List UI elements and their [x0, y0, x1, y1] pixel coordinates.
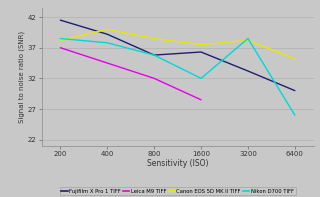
Canon EOS 5D MK II TIFF [199, 44, 203, 46]
Nikon D700 TIFF [152, 54, 156, 56]
Fujifilm X Pro 1 TIFF [59, 19, 62, 21]
Fujifilm X Pro 1 TIFF [246, 70, 250, 72]
Nikon D700 TIFF [246, 37, 250, 40]
Line: Leica M9 TIFF: Leica M9 TIFF [60, 48, 201, 100]
Nikon D700 TIFF [199, 77, 203, 80]
Fujifilm X Pro 1 TIFF [105, 33, 109, 35]
Fujifilm X Pro 1 TIFF [293, 89, 297, 92]
Y-axis label: Signal to noise ratio (SNR): Signal to noise ratio (SNR) [19, 31, 25, 123]
Canon EOS 5D MK II TIFF [59, 39, 62, 42]
Line: Nikon D700 TIFF: Nikon D700 TIFF [60, 39, 295, 115]
Nikon D700 TIFF [293, 114, 297, 116]
Legend: Fujifilm X Pro 1 TIFF, Leica M9 TIFF, Canon EOS 5D MK II TIFF, Nikon D700 TIFF: Fujifilm X Pro 1 TIFF, Leica M9 TIFF, Ca… [60, 187, 296, 195]
Leica M9 TIFF [152, 77, 156, 80]
Canon EOS 5D MK II TIFF [293, 58, 297, 60]
Leica M9 TIFF [59, 46, 62, 49]
Fujifilm X Pro 1 TIFF [152, 54, 156, 56]
X-axis label: Sensitivity (ISO): Sensitivity (ISO) [147, 159, 208, 168]
Line: Fujifilm X Pro 1 TIFF: Fujifilm X Pro 1 TIFF [60, 20, 295, 91]
Canon EOS 5D MK II TIFF [246, 39, 250, 42]
Canon EOS 5D MK II TIFF [152, 37, 156, 40]
Nikon D700 TIFF [105, 42, 109, 44]
Nikon D700 TIFF [59, 37, 62, 40]
Fujifilm X Pro 1 TIFF [199, 51, 203, 53]
Canon EOS 5D MK II TIFF [105, 28, 109, 31]
Line: Canon EOS 5D MK II TIFF: Canon EOS 5D MK II TIFF [60, 29, 295, 59]
Leica M9 TIFF [199, 99, 203, 101]
Leica M9 TIFF [105, 62, 109, 64]
